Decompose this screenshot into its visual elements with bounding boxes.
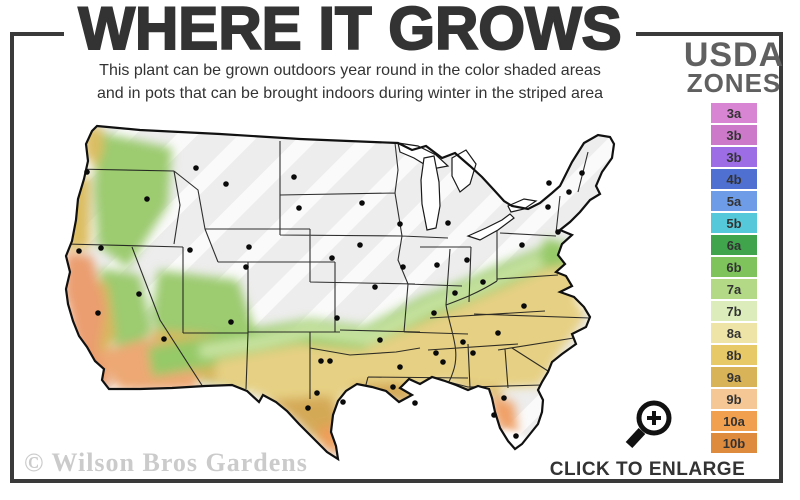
legend-heading: USDA ZONES <box>679 36 789 98</box>
state-borders <box>66 141 591 401</box>
legend-title-zones: ZONES <box>686 68 782 98</box>
usa-zone-map[interactable] <box>50 106 675 485</box>
subtitle-line-1: This plant can be grown outdoors year ro… <box>99 62 601 79</box>
legend-zone-6a: 6a <box>711 235 757 255</box>
legend-zone-8a: 8a <box>711 323 757 343</box>
legend-zone-4b: 4b <box>711 169 757 189</box>
legend-zone-10a: 10a <box>711 411 757 431</box>
legend-zone-3b: 3b <box>711 147 757 167</box>
click-to-enlarge-label: CLICK TO ENLARGE <box>549 459 746 480</box>
legend-title-usda: USDA <box>683 36 785 74</box>
header: WHERE IT GROWS This plant can be grown o… <box>0 0 700 104</box>
magnifier-plus-icon <box>625 400 671 449</box>
city-dots <box>76 165 585 439</box>
legend-zone-9a: 9a <box>711 367 757 387</box>
legend-zone-7b: 7b <box>711 301 757 321</box>
legend-zone-5b: 5b <box>711 213 757 233</box>
click-to-enlarge[interactable]: CLICK TO ENLARGE <box>545 398 750 481</box>
legend-zone-10b: 10b <box>711 433 757 453</box>
watermark: © Wilson Bros Gardens <box>24 448 308 477</box>
legend-zone-6b: 6b <box>711 257 757 277</box>
legend-zone-5a: 5a <box>711 191 757 211</box>
legend-zone-3a: 3a <box>711 103 757 123</box>
legend-zone-9b: 9b <box>711 389 757 409</box>
subtitle-line-2: and in pots that can be brought indoors … <box>96 85 604 102</box>
page-title: WHERE IT GROWS <box>64 0 636 60</box>
legend-zone-8b: 8b <box>711 345 757 365</box>
legend-zone-list: 3a 3b 3b 4b 5a 5b 6a 6b 7a 7b 8a 8b 9a 9b 10a 10b <box>711 103 757 455</box>
legend-zone-7a: 7a <box>711 279 757 299</box>
legend-zone-3b: 3b <box>711 125 757 145</box>
